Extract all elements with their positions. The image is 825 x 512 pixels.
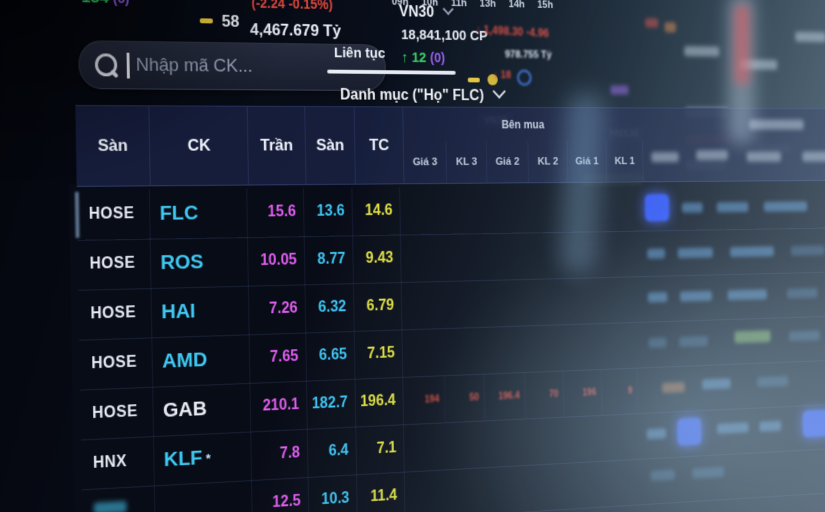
- cell-ceiling: 15.6: [247, 187, 305, 238]
- cell-floor: 10.3: [308, 474, 358, 512]
- search-input[interactable]: [133, 53, 351, 79]
- cell-buy-price3: 194: [403, 375, 446, 425]
- cell-symbol: ROS: [150, 237, 249, 289]
- cell-buy-price1: 196: [563, 369, 603, 417]
- header-ceiling: Trần: [247, 106, 307, 185]
- cell-exchange: HOSE: [78, 288, 153, 340]
- cell-buy-vol2: 70: [525, 370, 565, 419]
- cell-symbol: AMD: [152, 334, 251, 387]
- cell-floor: 6.32: [305, 283, 355, 333]
- cell-floor: 6.4: [307, 426, 357, 477]
- cell-buy-price2: 196.4: [484, 372, 526, 421]
- blurred-symbol: [93, 500, 127, 512]
- cell-symbol: HAI: [151, 285, 250, 338]
- table-header: Sàn CK Trần Sàn TC Bên mua Giá 3 KL 3 Gi…: [75, 105, 825, 187]
- advancers-value: 134: [81, 0, 109, 7]
- blurred-orange-icon: [664, 22, 676, 33]
- vn30-turnover: 978.755 Tỷ: [504, 49, 552, 61]
- search-icon: [94, 53, 118, 77]
- unchanged-dash-icon: [199, 18, 213, 24]
- cell-floor: 8.77: [304, 235, 354, 285]
- cell-exchange: HOSE: [76, 189, 151, 240]
- cell-floor: 13.6: [303, 187, 354, 237]
- blurred-text: [795, 31, 825, 43]
- blurred-red-icon: [645, 18, 659, 28]
- session-circle-icon: [517, 69, 532, 86]
- yellow-dash-icon: [467, 77, 480, 83]
- cell-ceiling: 7.8: [251, 428, 309, 481]
- cell-exchange: HNX: [81, 436, 155, 490]
- blurred-quote-cells: [400, 182, 825, 234]
- advancers-stat: 134 (6): [81, 0, 129, 8]
- cell-exchange: HOSE: [79, 337, 154, 390]
- cell-floor: 182.7: [306, 378, 357, 429]
- cell-symbol: KLF *: [153, 431, 252, 486]
- tab-lien-tuc[interactable]: Liên tục: [333, 44, 386, 62]
- header-exchange: Sàn: [75, 106, 151, 186]
- header-symbol: CK: [149, 106, 249, 186]
- unchanged-stat: 58: [199, 11, 240, 31]
- cell-ceiling: 7.65: [249, 332, 307, 383]
- cell-ceiling: 12.5: [251, 476, 310, 512]
- cell-reference: 6.79: [353, 282, 403, 331]
- advancers-count: (6): [113, 0, 130, 6]
- cell-buy-vol3: 50: [444, 373, 486, 423]
- blurred-text: [684, 46, 720, 57]
- cell-reference: 14.6: [352, 187, 401, 236]
- vn30-advancers: ↑ 12 (0): [401, 49, 446, 66]
- cell-reference: 11.4: [356, 471, 406, 512]
- index-change: (-2.24 -0.15%): [251, 0, 333, 13]
- cell-reference: 9.43: [353, 234, 402, 284]
- cell-ceiling: 7.26: [248, 284, 307, 335]
- cell-reference: 7.1: [356, 424, 405, 475]
- cell-symbol: GAB: [153, 382, 252, 437]
- cell-reference: 7.15: [354, 329, 404, 379]
- header-buy-group: Bên mua Giá 3 KL 3 Giá 2 KL 2 Giá 1 KL 1: [403, 107, 644, 184]
- cell-symbol: [93, 480, 253, 512]
- market-turnover: 4,467.679 Tỷ: [249, 20, 342, 41]
- blurred-text: [739, 59, 778, 70]
- cell-symbol: FLC: [149, 188, 248, 239]
- cell-exchange: HOSE: [77, 238, 152, 290]
- header-floor: Sàn: [305, 106, 356, 185]
- cell-reference: 196.4: [355, 376, 404, 427]
- cell-buy-vol1: 9: [601, 367, 639, 415]
- price-board: 134 (6) 58 (-2.24 -0.15%) 4,467.679 Tỷ ↓…: [65, 0, 825, 512]
- unchanged-value: 58: [221, 11, 240, 31]
- cell-ceiling: 210.1: [250, 380, 308, 432]
- cell-exchange: HOSE: [80, 386, 154, 440]
- cell-floor: 6.65: [306, 330, 356, 381]
- header-ben-mua: Bên mua: [501, 118, 545, 132]
- blurred-purple-stat: [610, 85, 629, 95]
- cell-ceiling: 10.05: [247, 236, 306, 286]
- text-cursor: [126, 52, 130, 78]
- blurred-header-columns: [638, 108, 825, 181]
- small-decline-stat: ↓ 18: [493, 69, 512, 81]
- header-reference: TC: [354, 107, 405, 184]
